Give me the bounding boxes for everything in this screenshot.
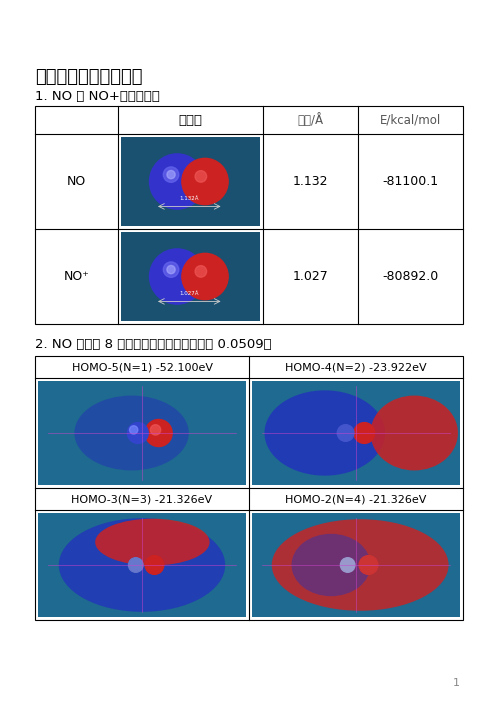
Text: 1.132Å: 1.132Å — [180, 196, 199, 201]
Circle shape — [163, 167, 179, 183]
Text: -81100.1: -81100.1 — [382, 175, 438, 188]
Bar — [121, 137, 260, 226]
Circle shape — [195, 265, 207, 277]
Text: 1: 1 — [453, 678, 460, 688]
Circle shape — [127, 423, 148, 444]
Text: 1.132: 1.132 — [293, 175, 328, 188]
Circle shape — [150, 425, 161, 435]
Bar — [121, 232, 260, 321]
Text: 分子图: 分子图 — [179, 114, 202, 126]
Bar — [252, 381, 460, 485]
Circle shape — [163, 262, 179, 277]
Text: 2. NO 分子的 8 个分子轨道形状（等値面値 0.0509）: 2. NO 分子的 8 个分子轨道形状（等値面値 0.0509） — [35, 338, 272, 351]
Ellipse shape — [74, 395, 189, 470]
Circle shape — [149, 154, 205, 209]
Circle shape — [195, 171, 207, 183]
Circle shape — [340, 557, 355, 572]
Text: NO⁺: NO⁺ — [63, 270, 89, 283]
Bar — [35, 106, 463, 324]
Ellipse shape — [292, 534, 371, 596]
Circle shape — [337, 425, 354, 442]
Circle shape — [149, 249, 205, 304]
Circle shape — [167, 265, 175, 274]
Text: -80892.0: -80892.0 — [382, 270, 438, 283]
Ellipse shape — [371, 395, 458, 470]
Text: HOMO-5(N=1) -52.100eV: HOMO-5(N=1) -52.100eV — [71, 362, 212, 372]
Text: E/kcal/mol: E/kcal/mol — [380, 114, 441, 126]
Text: 1. NO 和 NO+的优化构型: 1. NO 和 NO+的优化构型 — [35, 90, 160, 103]
Ellipse shape — [95, 519, 210, 566]
Text: HOMO-4(N=2) -23.922eV: HOMO-4(N=2) -23.922eV — [285, 362, 427, 372]
Circle shape — [128, 557, 143, 572]
Circle shape — [182, 253, 228, 300]
Ellipse shape — [264, 390, 385, 476]
Text: 一、分子轨道等値面图: 一、分子轨道等値面图 — [35, 68, 142, 86]
Circle shape — [359, 556, 378, 574]
Bar — [38, 513, 246, 617]
Circle shape — [354, 423, 374, 444]
Circle shape — [129, 425, 138, 434]
Ellipse shape — [59, 518, 225, 612]
Ellipse shape — [272, 519, 448, 611]
Text: NO: NO — [67, 175, 86, 188]
Text: 1.027: 1.027 — [293, 270, 328, 283]
Bar — [38, 381, 246, 485]
Circle shape — [182, 159, 228, 205]
Bar — [35, 356, 463, 620]
Text: 1.027Å: 1.027Å — [180, 291, 199, 296]
Circle shape — [145, 420, 172, 446]
Bar — [252, 513, 460, 617]
Text: HOMO-3(N=3) -21.326eV: HOMO-3(N=3) -21.326eV — [71, 494, 213, 504]
Circle shape — [145, 556, 164, 574]
Circle shape — [167, 171, 175, 179]
Text: HOMO-2(N=4) -21.326eV: HOMO-2(N=4) -21.326eV — [285, 494, 427, 504]
Text: 键长/Å: 键长/Å — [298, 113, 323, 127]
